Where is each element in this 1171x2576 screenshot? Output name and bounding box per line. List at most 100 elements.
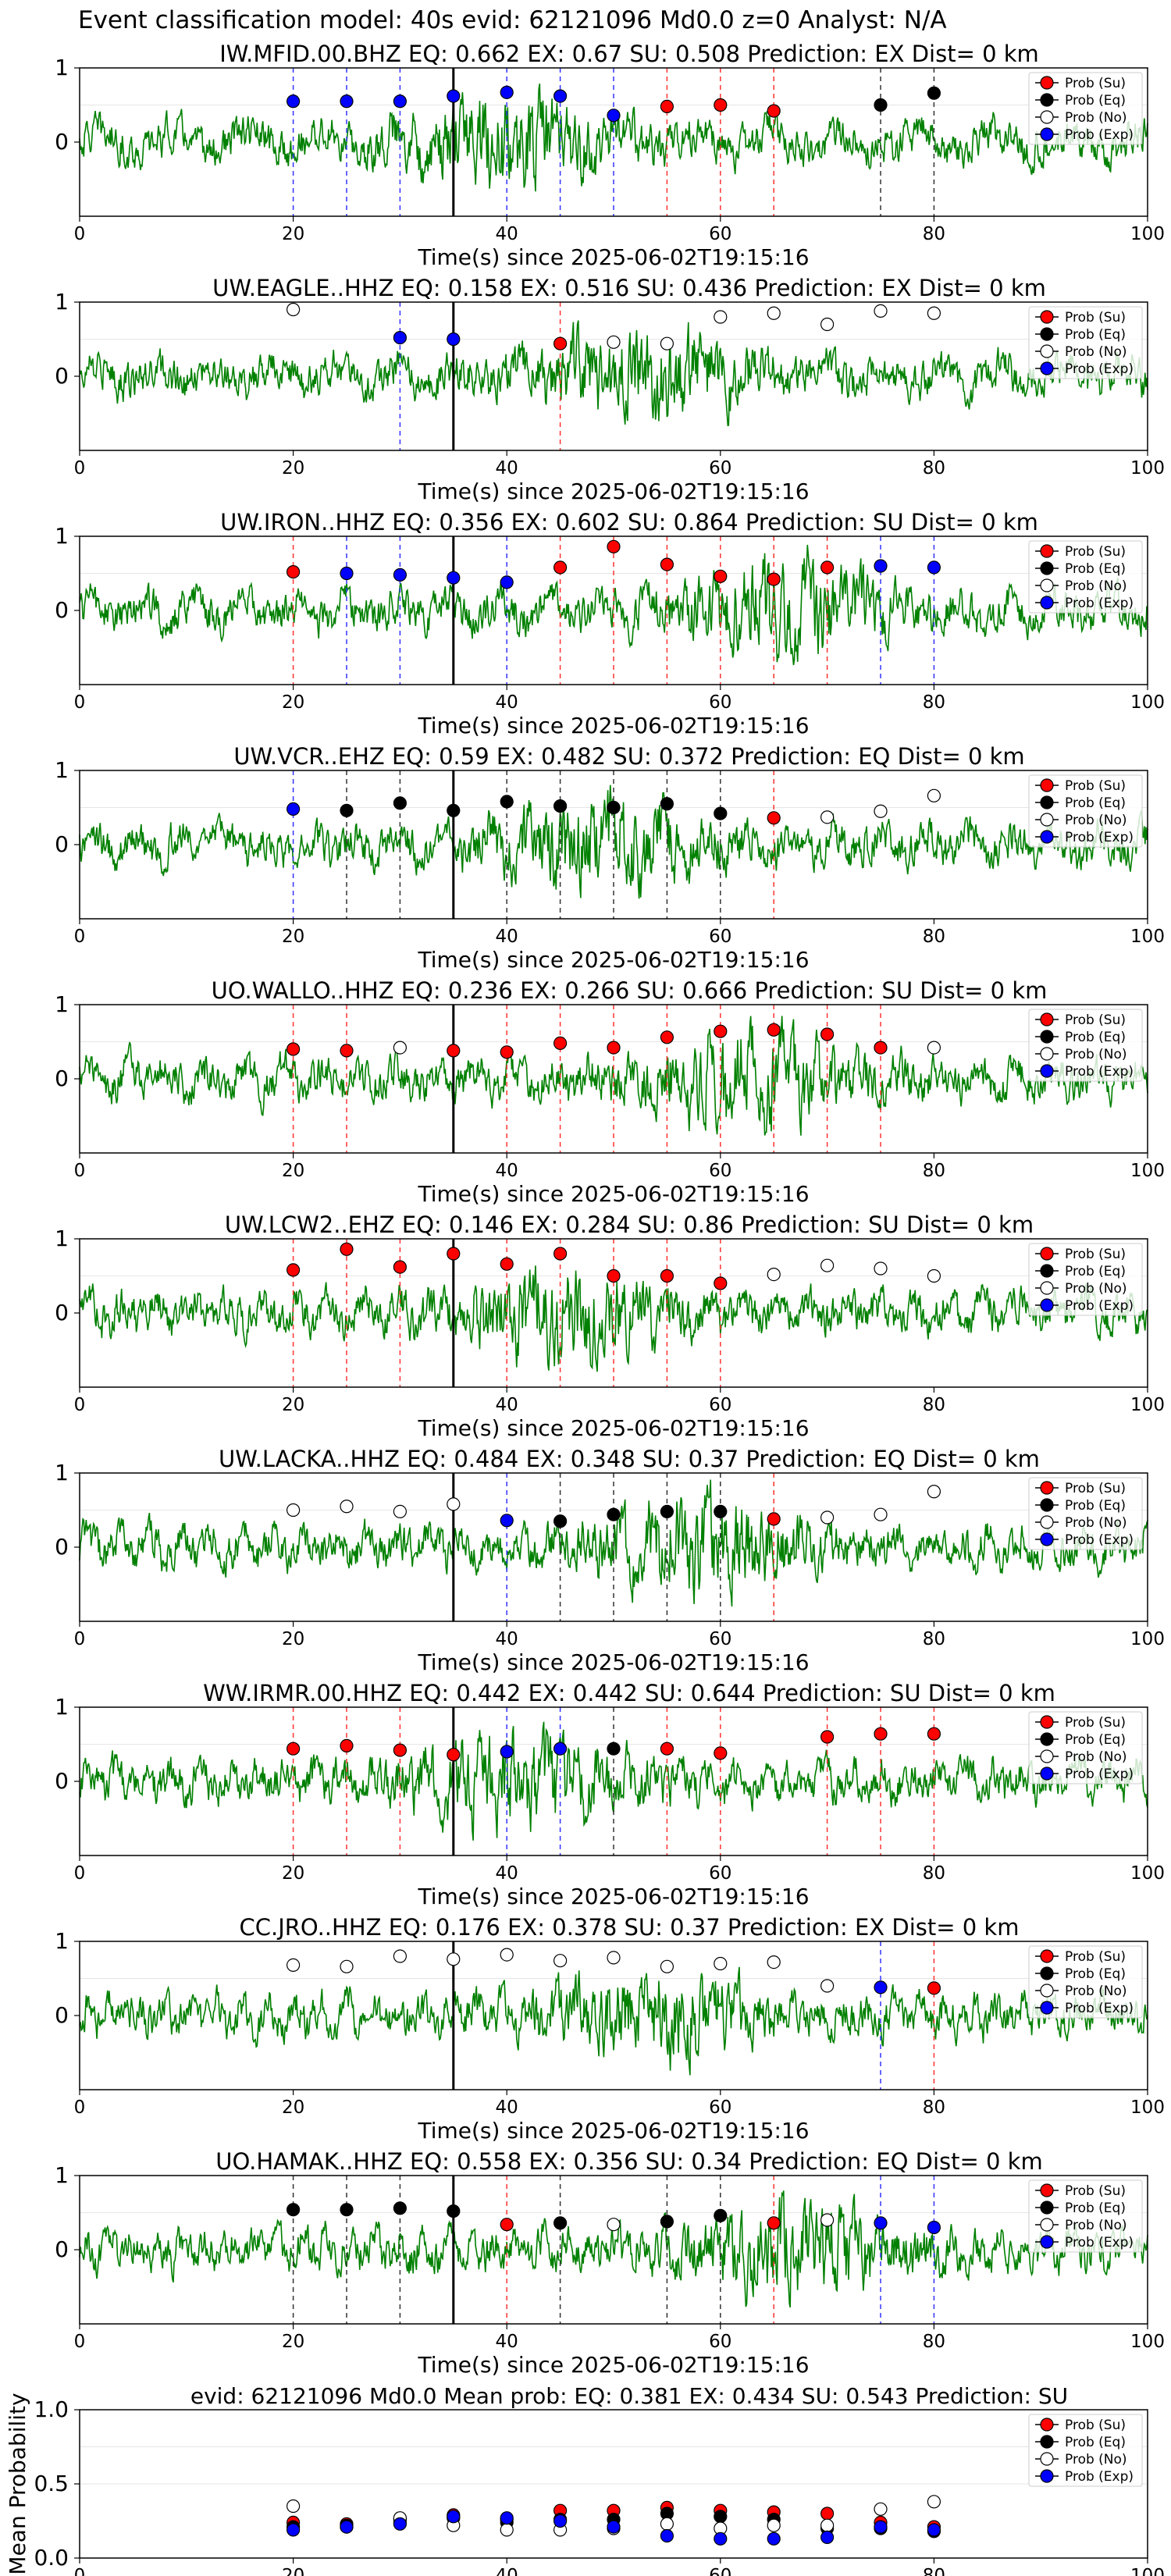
probability-point (553, 1247, 568, 1261)
probability-point (340, 1500, 354, 1514)
x-tick-label: 0 (74, 1395, 86, 1415)
probability-point (447, 1497, 461, 1511)
x-tick-label: 60 (709, 1863, 731, 1884)
x-tick-label: 80 (923, 1863, 945, 1884)
mean-probability-point (660, 2528, 674, 2543)
legend-marker (1040, 361, 1054, 375)
mean-probability-point (500, 2523, 514, 2537)
y-tick-label: 0 (55, 597, 69, 623)
probability-point (287, 1042, 301, 1056)
x-axis-label: Time(s) since 2025-06-02T19:15:16 (417, 244, 809, 270)
x-tick-label: 60 (709, 224, 731, 244)
legend-marker (1040, 578, 1054, 592)
station-panel: UW.EAGLE..HHZ EQ: 0.158 EX: 0.516 SU: 0.… (55, 275, 1165, 504)
probability-point (340, 2203, 354, 2217)
legend-label: Prob (No) (1065, 344, 1127, 360)
probability-point (874, 304, 888, 318)
legend-box (1028, 2414, 1143, 2487)
x-tick-label: 80 (923, 1395, 945, 1415)
station-panel: UW.IRON..HHZ EQ: 0.356 EX: 0.602 SU: 0.8… (55, 509, 1165, 738)
probability-point (287, 564, 301, 579)
legend-label: Prob (No) (1065, 2218, 1127, 2233)
x-tick-label: 0 (74, 2097, 86, 2118)
y-tick-label: 0 (55, 129, 69, 155)
probability-point (607, 1951, 621, 1965)
legend-box (1028, 72, 1143, 145)
probability-point (393, 568, 408, 582)
legend-label: Prob (Eq) (1065, 2201, 1126, 2216)
x-tick-label: 40 (496, 2566, 518, 2576)
mean-probability-point (714, 2532, 728, 2546)
legend-box (1028, 1711, 1143, 1784)
x-tick-label: 80 (923, 458, 945, 479)
probability-point (820, 317, 835, 332)
x-tick-label: 40 (496, 2097, 518, 2118)
panel-title: UW.IRON..HHZ EQ: 0.356 EX: 0.602 SU: 0.8… (220, 509, 1038, 535)
probability-point (447, 571, 461, 585)
legend-label: Prob (Su) (1065, 1715, 1126, 1731)
legend-marker (1040, 344, 1054, 358)
legend-label: Prob (No) (1065, 813, 1127, 828)
probability-point (393, 1949, 408, 1963)
probability-point (607, 2218, 621, 2232)
probability-point (927, 1268, 941, 1283)
probability-point (340, 1242, 354, 1256)
y-tick-label: 0.0 (34, 2545, 69, 2571)
probability-point (553, 1514, 568, 1528)
x-tick-label: 80 (923, 927, 945, 947)
x-tick-label: 40 (496, 2332, 518, 2352)
probability-point (820, 1730, 835, 1744)
probability-point (553, 336, 568, 350)
probability-point (500, 1514, 514, 1528)
x-tick-label: 80 (923, 692, 945, 713)
x-axis-label: Time(s) since 2025-06-02T19:15:16 (417, 1181, 809, 1207)
legend-label: Prob (No) (1065, 2452, 1127, 2467)
mean-probability-panel: evid: 62121096 Md0.0 Mean prob: EQ: 0.38… (5, 2383, 1165, 2576)
probability-point (714, 98, 728, 112)
x-tick-label: 80 (923, 2097, 945, 2118)
legend-box (1028, 1477, 1143, 1550)
probability-point (607, 800, 621, 815)
x-tick-label: 0 (74, 1863, 86, 1884)
panel-title: UW.EAGLE..HHZ EQ: 0.158 EX: 0.516 SU: 0.… (212, 275, 1046, 301)
axes-frame (79, 1238, 1148, 1388)
legend-marker (1040, 310, 1054, 324)
panel-title: IW.MFID.00.BHZ EQ: 0.662 EX: 0.67 SU: 0.… (219, 41, 1039, 67)
x-tick-label: 20 (282, 1395, 304, 1415)
mean-probability-point (287, 2523, 301, 2537)
x-axis-label: Time(s) since 2025-06-02T19:15:16 (417, 2352, 809, 2378)
y-tick-label: 0 (55, 2236, 69, 2262)
legend-box (1028, 540, 1143, 614)
legend-label: Prob (Eq) (1065, 2435, 1126, 2450)
probability-point (927, 560, 941, 575)
x-axis-label: Time(s) since 2025-06-02T19:15:16 (417, 479, 809, 504)
y-tick-label: 1 (55, 1694, 69, 1720)
probability-point (393, 796, 408, 810)
legend-label: Prob (Exp) (1065, 1767, 1134, 1782)
probability-point (660, 2215, 674, 2229)
legend-label: Prob (Su) (1065, 1481, 1126, 1496)
x-tick-label: 60 (709, 458, 731, 479)
legend-box (1028, 2179, 1143, 2253)
probability-point (553, 560, 568, 575)
legend-label: Prob (Eq) (1065, 327, 1126, 343)
legend-label: Prob (Eq) (1065, 1966, 1126, 1982)
legend-label: Prob (Exp) (1065, 1064, 1134, 1080)
x-axis-label: Time(s) since 2025-06-02T19:15:16 (417, 2118, 809, 2144)
x-tick-label: 100 (1130, 1161, 1165, 1181)
legend-box (1028, 774, 1143, 848)
probability-point (447, 1748, 461, 1762)
legend-marker (1040, 2218, 1054, 2232)
legend-label: Prob (Su) (1065, 544, 1126, 560)
x-axis-label: Time(s) since 2025-06-02T19:15:16 (417, 1884, 809, 1909)
y-tick-label: 0 (55, 363, 69, 389)
legend-marker (1040, 2435, 1054, 2449)
probability-point (607, 109, 621, 123)
legend-label: Prob (No) (1065, 1047, 1127, 1062)
x-tick-label: 0 (74, 2566, 86, 2576)
legend-marker (1040, 1281, 1054, 1295)
mean-probability-point (287, 2499, 301, 2514)
probability-point (660, 557, 674, 571)
legend-marker (1040, 561, 1054, 575)
legend-box (1028, 1945, 1143, 2019)
